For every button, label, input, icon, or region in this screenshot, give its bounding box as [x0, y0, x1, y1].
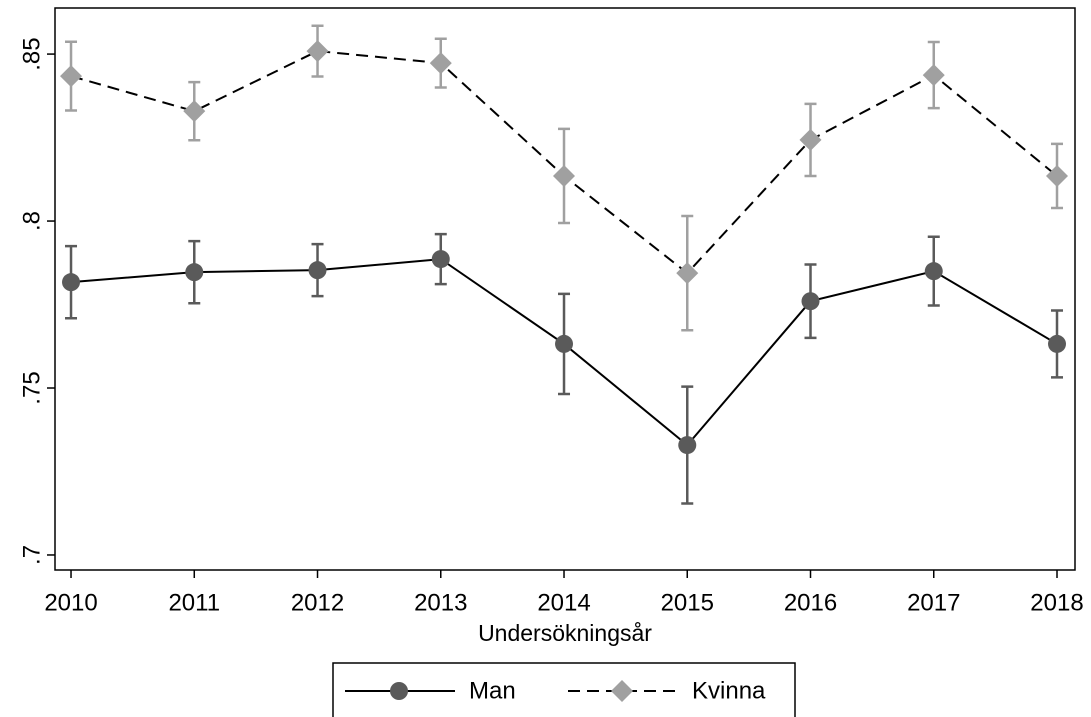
marker	[429, 52, 452, 75]
marker	[60, 65, 83, 88]
marker	[799, 128, 822, 151]
marker	[1046, 164, 1069, 187]
x-tick-label: 2012	[291, 589, 344, 616]
marker	[553, 164, 576, 187]
y-tick-label: .8	[18, 211, 45, 231]
marker	[801, 292, 820, 311]
marker	[308, 261, 327, 280]
marker	[306, 40, 329, 63]
marker	[431, 250, 450, 269]
marker	[183, 100, 206, 123]
legend-label: Kvinna	[692, 677, 766, 704]
marker	[678, 436, 697, 455]
x-tick-label: 2010	[44, 589, 97, 616]
marker	[1048, 334, 1067, 353]
plot-frame	[54, 7, 1076, 571]
x-tick-label: 2014	[537, 589, 590, 616]
y-tick-label: .75	[18, 371, 45, 404]
marker	[676, 262, 699, 285]
marker	[555, 334, 574, 353]
marker	[922, 64, 945, 87]
x-tick-label: 2015	[661, 589, 714, 616]
y-tick-label: .7	[18, 545, 45, 565]
x-axis-label: Undersökningsår	[478, 620, 652, 646]
marker	[924, 262, 943, 281]
legend-label: Man	[469, 677, 516, 704]
x-tick-label: 2013	[414, 589, 467, 616]
legend-marker	[390, 682, 408, 700]
marker	[185, 263, 204, 282]
x-tick-label: 2011	[168, 589, 220, 616]
x-tick-label: 2017	[907, 589, 960, 616]
y-tick-label: .85	[18, 37, 45, 70]
legend-marker	[611, 680, 633, 702]
x-tick-label: 2018	[1030, 589, 1083, 616]
x-tick-label: 2016	[784, 589, 837, 616]
marker	[62, 273, 81, 292]
